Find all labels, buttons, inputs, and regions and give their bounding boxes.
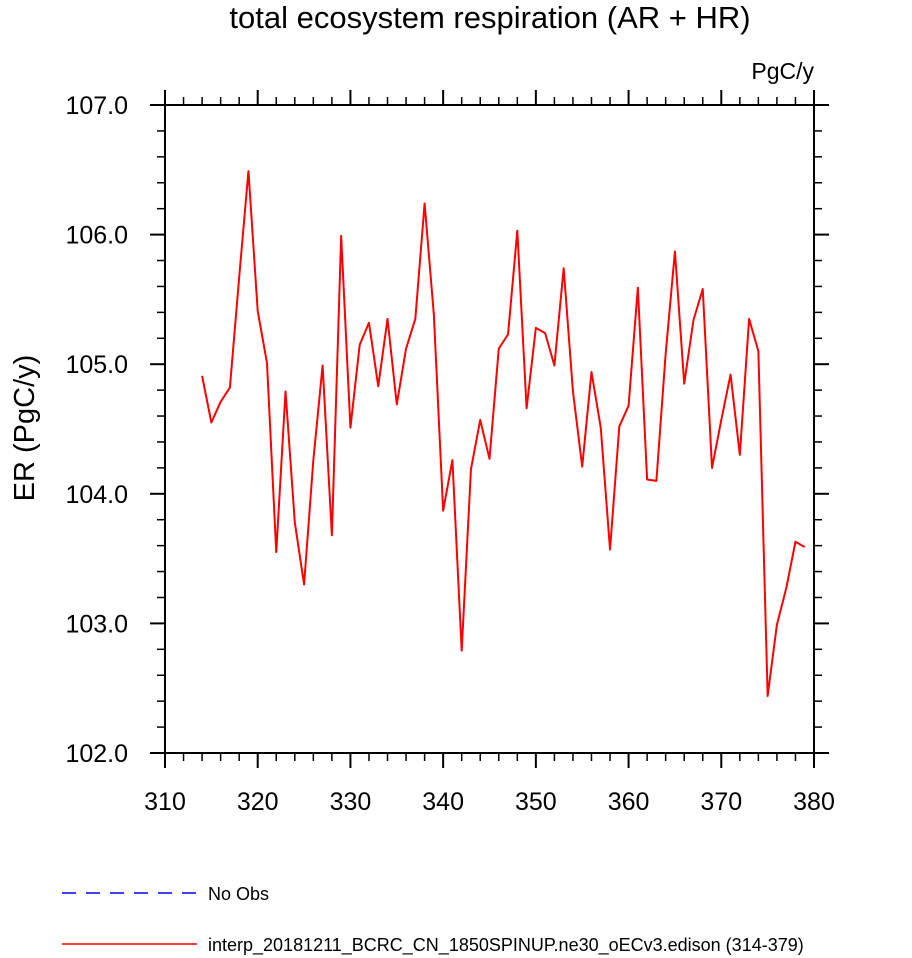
series-layer [201, 170, 806, 697]
legend-label: interp_20181211_BCRC_CN_1850SPINUP.ne30_… [208, 935, 804, 956]
series-line-0 [201, 170, 806, 697]
y-tick-label: 102.0 [65, 740, 128, 768]
y-tick-label: 104.0 [65, 481, 128, 509]
plot-frame [164, 104, 815, 754]
x-tick-label: 360 [608, 788, 650, 816]
legend-label: No Obs [208, 884, 269, 904]
y-tick-label: 105.0 [65, 351, 128, 379]
y-tick-label: 106.0 [65, 222, 128, 250]
units-label: PgC/y [751, 58, 814, 84]
x-tick-label: 350 [515, 788, 557, 816]
y-tick-label: 107.0 [65, 92, 128, 120]
x-tick-label: 320 [237, 788, 279, 816]
x-tick-label: 330 [330, 788, 372, 816]
legend: No Obs interp_20181211_BCRC_CN_1850SPINUP… [62, 884, 804, 956]
x-tick-label: 310 [144, 788, 186, 816]
chart-title: total ecosystem respiration (AR + HR) [229, 0, 750, 35]
x-tick-label: 370 [700, 788, 742, 816]
y-tick-label: 103.0 [65, 610, 128, 638]
x-tick-label: 380 [793, 788, 835, 816]
axis-ticks [150, 90, 829, 768]
y-axis-label: ER (PgC/y) [9, 355, 41, 502]
x-tick-label: 340 [422, 788, 464, 816]
axis-tick-labels: 310 320 330 340 350 360 370 380 102.0 103.0 104.0 1… [65, 92, 834, 816]
